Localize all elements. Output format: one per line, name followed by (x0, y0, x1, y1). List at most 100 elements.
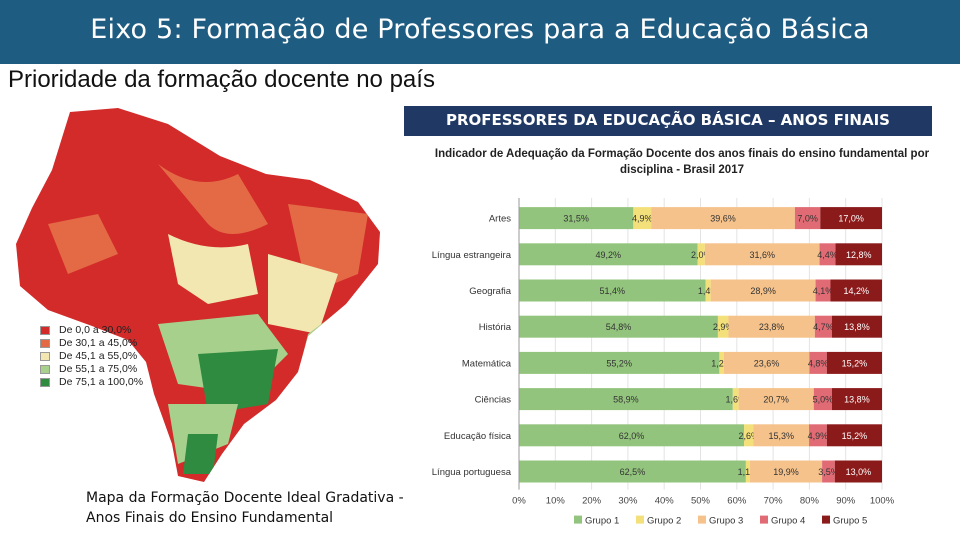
bar-segment (835, 243, 882, 266)
bar-segment (719, 351, 724, 374)
data-label: 31,6% (749, 250, 775, 260)
data-label: 4,9% (808, 431, 829, 441)
bar-segment (826, 351, 882, 374)
legend-swatch (40, 378, 50, 387)
data-label: 51,4% (600, 286, 626, 296)
bar-segment (519, 351, 720, 374)
map-legend: De 0,0 a 30,0% De 30,1 a 45,0% De 45,1 a… (40, 324, 143, 389)
bar-segment (834, 460, 882, 483)
bar-segment (749, 460, 823, 483)
data-label: 4,9% (632, 214, 653, 224)
bar-segment (519, 388, 733, 411)
bar-segment (819, 243, 836, 266)
data-label: 2,6% (739, 431, 760, 441)
bar-segment (831, 315, 882, 338)
legend-swatch (822, 515, 830, 524)
data-label: 3,5% (818, 467, 839, 477)
header-bar: Eixo 5: Formação de Professores para a E… (0, 0, 960, 64)
bar-segment (753, 424, 810, 447)
chart-title: Indicador de Adequação da Formação Docen… (420, 146, 944, 178)
data-label: 23,8% (759, 322, 785, 332)
x-tick-label: 80% (800, 496, 820, 507)
stacked-bar-chart: 0% 10% 20% 30% 40% 50% 60% 70% 80% 90% 100% Artes 31… (432, 198, 895, 527)
x-tick-label: 50% (691, 496, 711, 507)
category-label: Geografia (469, 286, 511, 297)
x-tick-label: 20% (582, 496, 602, 507)
bar-segment (809, 424, 827, 447)
data-label: 62,5% (620, 467, 646, 477)
data-label: 20,7% (763, 395, 789, 405)
bar-segment (738, 388, 814, 411)
x-tick-label: 40% (655, 496, 675, 507)
bar-segment (820, 207, 882, 230)
legend-swatch (40, 326, 50, 335)
x-tick-label: 0% (512, 496, 526, 507)
x-tick-label: 30% (618, 496, 638, 507)
category-label: Ciências (475, 395, 512, 406)
category-label: Língua estrangeira (432, 250, 512, 261)
bar-segment (732, 388, 739, 411)
map-caption-line: Mapa da Formação Docente Ideal Gradativa… (86, 490, 404, 506)
bar-segment (809, 351, 827, 374)
data-label: 14,2% (843, 286, 869, 296)
map-caption: Mapa da Formação Docente Ideal Gradativa… (86, 488, 404, 528)
page-subtitle: Prioridade da formação docente no país (8, 66, 435, 93)
legend-label: De 45,1 a 55,0% (59, 350, 138, 362)
map-legend-item: De 45,1 a 55,0% (40, 350, 143, 363)
map-legend-item: De 30,1 a 45,0% (40, 337, 143, 350)
x-tick-label: 10% (546, 496, 566, 507)
data-label: 7,0% (797, 214, 818, 224)
data-label: 1,6% (725, 395, 746, 405)
data-label: 62,0% (619, 431, 645, 441)
data-label: 2,9% (713, 322, 734, 332)
data-label: 54,8% (606, 322, 632, 332)
category-label: História (479, 322, 512, 333)
data-label: 13,8% (844, 395, 870, 405)
data-label: 31,5% (563, 214, 589, 224)
legend-label: Grupo 3 (709, 516, 743, 527)
data-label: 15,2% (842, 431, 868, 441)
bar-segment (744, 424, 754, 447)
bar-segment (519, 424, 745, 447)
chart-banner: PROFESSORES DA EDUCAÇÃO BÁSICA – ANOS FI… (404, 106, 932, 136)
data-label: 4,4% (817, 250, 838, 260)
x-tick-label: 70% (764, 496, 784, 507)
bar-segment (831, 388, 882, 411)
bar-segment (717, 315, 729, 338)
legend-swatch (40, 365, 50, 374)
category-label: Educação física (444, 431, 512, 442)
legend-swatch (574, 515, 582, 524)
legend-label: Grupo 2 (647, 516, 681, 527)
data-label: 39,6% (710, 214, 736, 224)
bar-segment (519, 207, 634, 230)
data-label: 49,2% (596, 250, 622, 260)
legend-label: Grupo 1 (585, 516, 619, 527)
data-label: 4,1% (813, 286, 834, 296)
legend-swatch (698, 515, 706, 524)
legend-swatch (760, 515, 768, 524)
data-label: 15,2% (842, 358, 868, 368)
x-tick-label: 90% (836, 496, 856, 507)
legend-swatch (40, 339, 50, 348)
map-legend-item: De 75,1 a 100,0% (40, 376, 143, 389)
bar-segment (826, 424, 882, 447)
bar-segment (815, 279, 831, 302)
chart-banner-text: PROFESSORES DA EDUCAÇÃO BÁSICA – ANOS FI… (446, 111, 890, 129)
bar-segment (723, 351, 810, 374)
bar-segment (697, 243, 705, 266)
legend-swatch (40, 352, 50, 361)
data-label: 15,3% (769, 431, 795, 441)
bar-segment (704, 243, 820, 266)
chart-title-line: disciplina - Brasil 2017 (619, 164, 744, 176)
legend-swatch (636, 515, 644, 524)
data-label: 13,8% (844, 322, 870, 332)
data-label: 1,2% (711, 358, 732, 368)
bar-segment (519, 243, 698, 266)
bar-segment (710, 279, 816, 302)
bar-segment (794, 207, 821, 230)
bar-segment (519, 315, 718, 338)
legend-label: De 55,1 a 75,0% (59, 363, 138, 375)
map-legend-item: De 0,0 a 30,0% (40, 324, 143, 337)
data-label: 1,1% (738, 467, 759, 477)
data-label: 1,4% (698, 286, 719, 296)
